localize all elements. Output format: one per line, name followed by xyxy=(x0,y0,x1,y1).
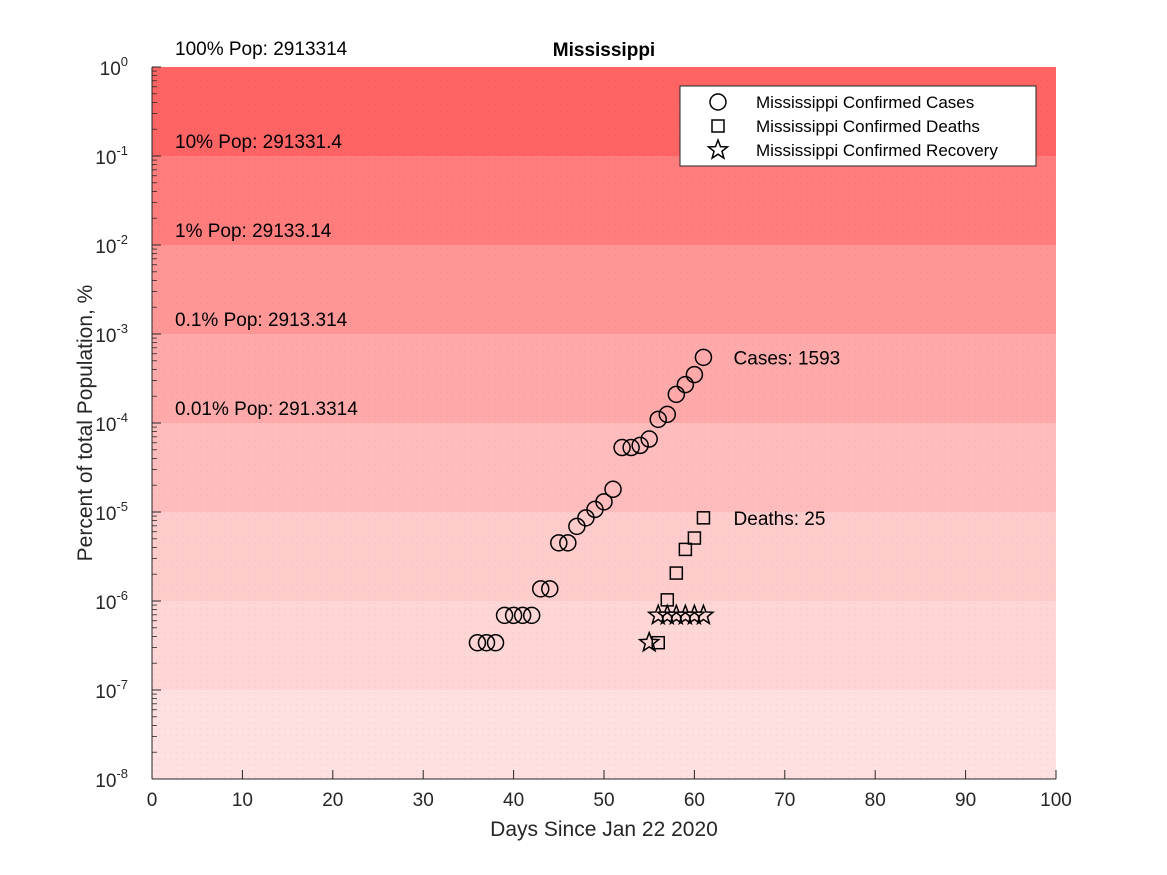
circle-point-4 xyxy=(504,606,523,625)
circle-point-14 xyxy=(595,493,613,511)
legend-marker-square xyxy=(711,119,725,133)
x-tick-label-2: 20 xyxy=(322,790,343,811)
x-tick-label-4: 40 xyxy=(503,790,524,811)
circle-point-8 xyxy=(541,580,559,598)
series-circle xyxy=(468,348,713,652)
y-tick-label-2: 10-2 xyxy=(95,232,128,258)
x-tick-label-10: 100 xyxy=(1040,790,1072,811)
circle-point-5 xyxy=(513,606,532,625)
band-label-2: 1% Pop: 29133.14 xyxy=(175,221,332,242)
legend-entry-0: Mississippi Confirmed Cases xyxy=(756,93,974,112)
circle-point-6 xyxy=(522,606,541,625)
legend-box xyxy=(679,85,1037,167)
band-label-0: 100% Pop: 2913314 xyxy=(175,39,348,60)
star-point-0 xyxy=(637,630,661,653)
x-tick-label-8: 80 xyxy=(865,790,886,811)
circle-point-0 xyxy=(468,633,487,652)
circle-point-17 xyxy=(622,438,640,457)
square-point-4 xyxy=(687,531,702,545)
y-tick-label-7: 10-7 xyxy=(95,677,128,703)
square-point-3 xyxy=(678,542,693,557)
axes: 0 10 20 30 40 50 60 70 80 90 100 100 10-1 10-2 10-3 10-… xyxy=(95,54,1072,811)
square-point-0 xyxy=(651,635,665,650)
legend-marker-star xyxy=(706,137,730,160)
annotations: Cases: 1593 Deaths: 25 xyxy=(734,348,841,530)
circle-point-22 xyxy=(667,385,686,404)
circle-point-2 xyxy=(486,633,505,652)
x-tick-label-3: 30 xyxy=(413,790,434,811)
annotation-0: Cases: 1593 xyxy=(734,348,841,369)
x-axis-title: Days Since Jan 22 2020 xyxy=(490,818,718,841)
x-tick-label-1: 10 xyxy=(232,790,253,811)
x-tick-label-0: 0 xyxy=(147,790,158,811)
y-tick-label-4: 10-4 xyxy=(95,410,128,436)
circle-point-21 xyxy=(658,405,677,424)
y-tick-label-0: 100 xyxy=(100,54,128,80)
star-point-6 xyxy=(691,603,715,626)
x-tick-label-9: 90 xyxy=(955,790,976,811)
circle-point-25 xyxy=(694,348,713,367)
band-labels: 100% Pop: 2913314 10% Pop: 291331.4 1% Pop… xyxy=(175,39,358,420)
legend-entry-2: Mississippi Confirmed Recovery xyxy=(756,141,998,160)
legend-marker-circle xyxy=(709,93,727,111)
band-label-4: 0.01% Pop: 291.3314 xyxy=(175,399,358,420)
square-point-2 xyxy=(669,566,684,580)
circle-point-10 xyxy=(559,534,577,552)
circle-point-7 xyxy=(531,580,550,598)
y-axis-title: Percent of total Population, % xyxy=(74,285,97,562)
band-label-3: 0.1% Pop: 2913.314 xyxy=(175,310,348,331)
circle-point-15 xyxy=(604,480,622,499)
y-tick-label-8: 10-8 xyxy=(95,766,128,792)
y-tick-label-3: 10-3 xyxy=(95,321,128,347)
circle-point-9 xyxy=(550,534,568,552)
circle-point-18 xyxy=(631,436,649,455)
y-tick-label-6: 10-6 xyxy=(95,588,128,614)
legend-entry-1: Mississippi Confirmed Deaths xyxy=(756,117,980,136)
chart-title: Mississippi xyxy=(553,40,655,61)
x-tick-label-6: 60 xyxy=(684,790,705,811)
circle-point-1 xyxy=(477,633,496,652)
band-label-1: 10% Pop: 291331.4 xyxy=(175,132,342,153)
circle-point-23 xyxy=(676,375,695,394)
x-tick-label-7: 70 xyxy=(774,790,795,811)
circle-point-16 xyxy=(613,438,631,457)
legend: Mississippi Confirmed Cases Mississippi C… xyxy=(679,85,1037,167)
plot-texture xyxy=(152,67,1056,779)
data-series xyxy=(468,348,715,653)
square-point-5 xyxy=(696,511,711,525)
series-star xyxy=(637,603,715,653)
annotation-1: Deaths: 25 xyxy=(734,509,826,530)
circle-point-24 xyxy=(685,365,704,384)
circle-point-20 xyxy=(649,410,667,429)
circle-point-3 xyxy=(495,606,514,625)
circle-point-19 xyxy=(640,430,658,448)
y-tick-label-1: 10-1 xyxy=(95,143,128,169)
x-tick-label-5: 50 xyxy=(593,790,614,811)
y-tick-label-5: 10-5 xyxy=(95,499,128,525)
